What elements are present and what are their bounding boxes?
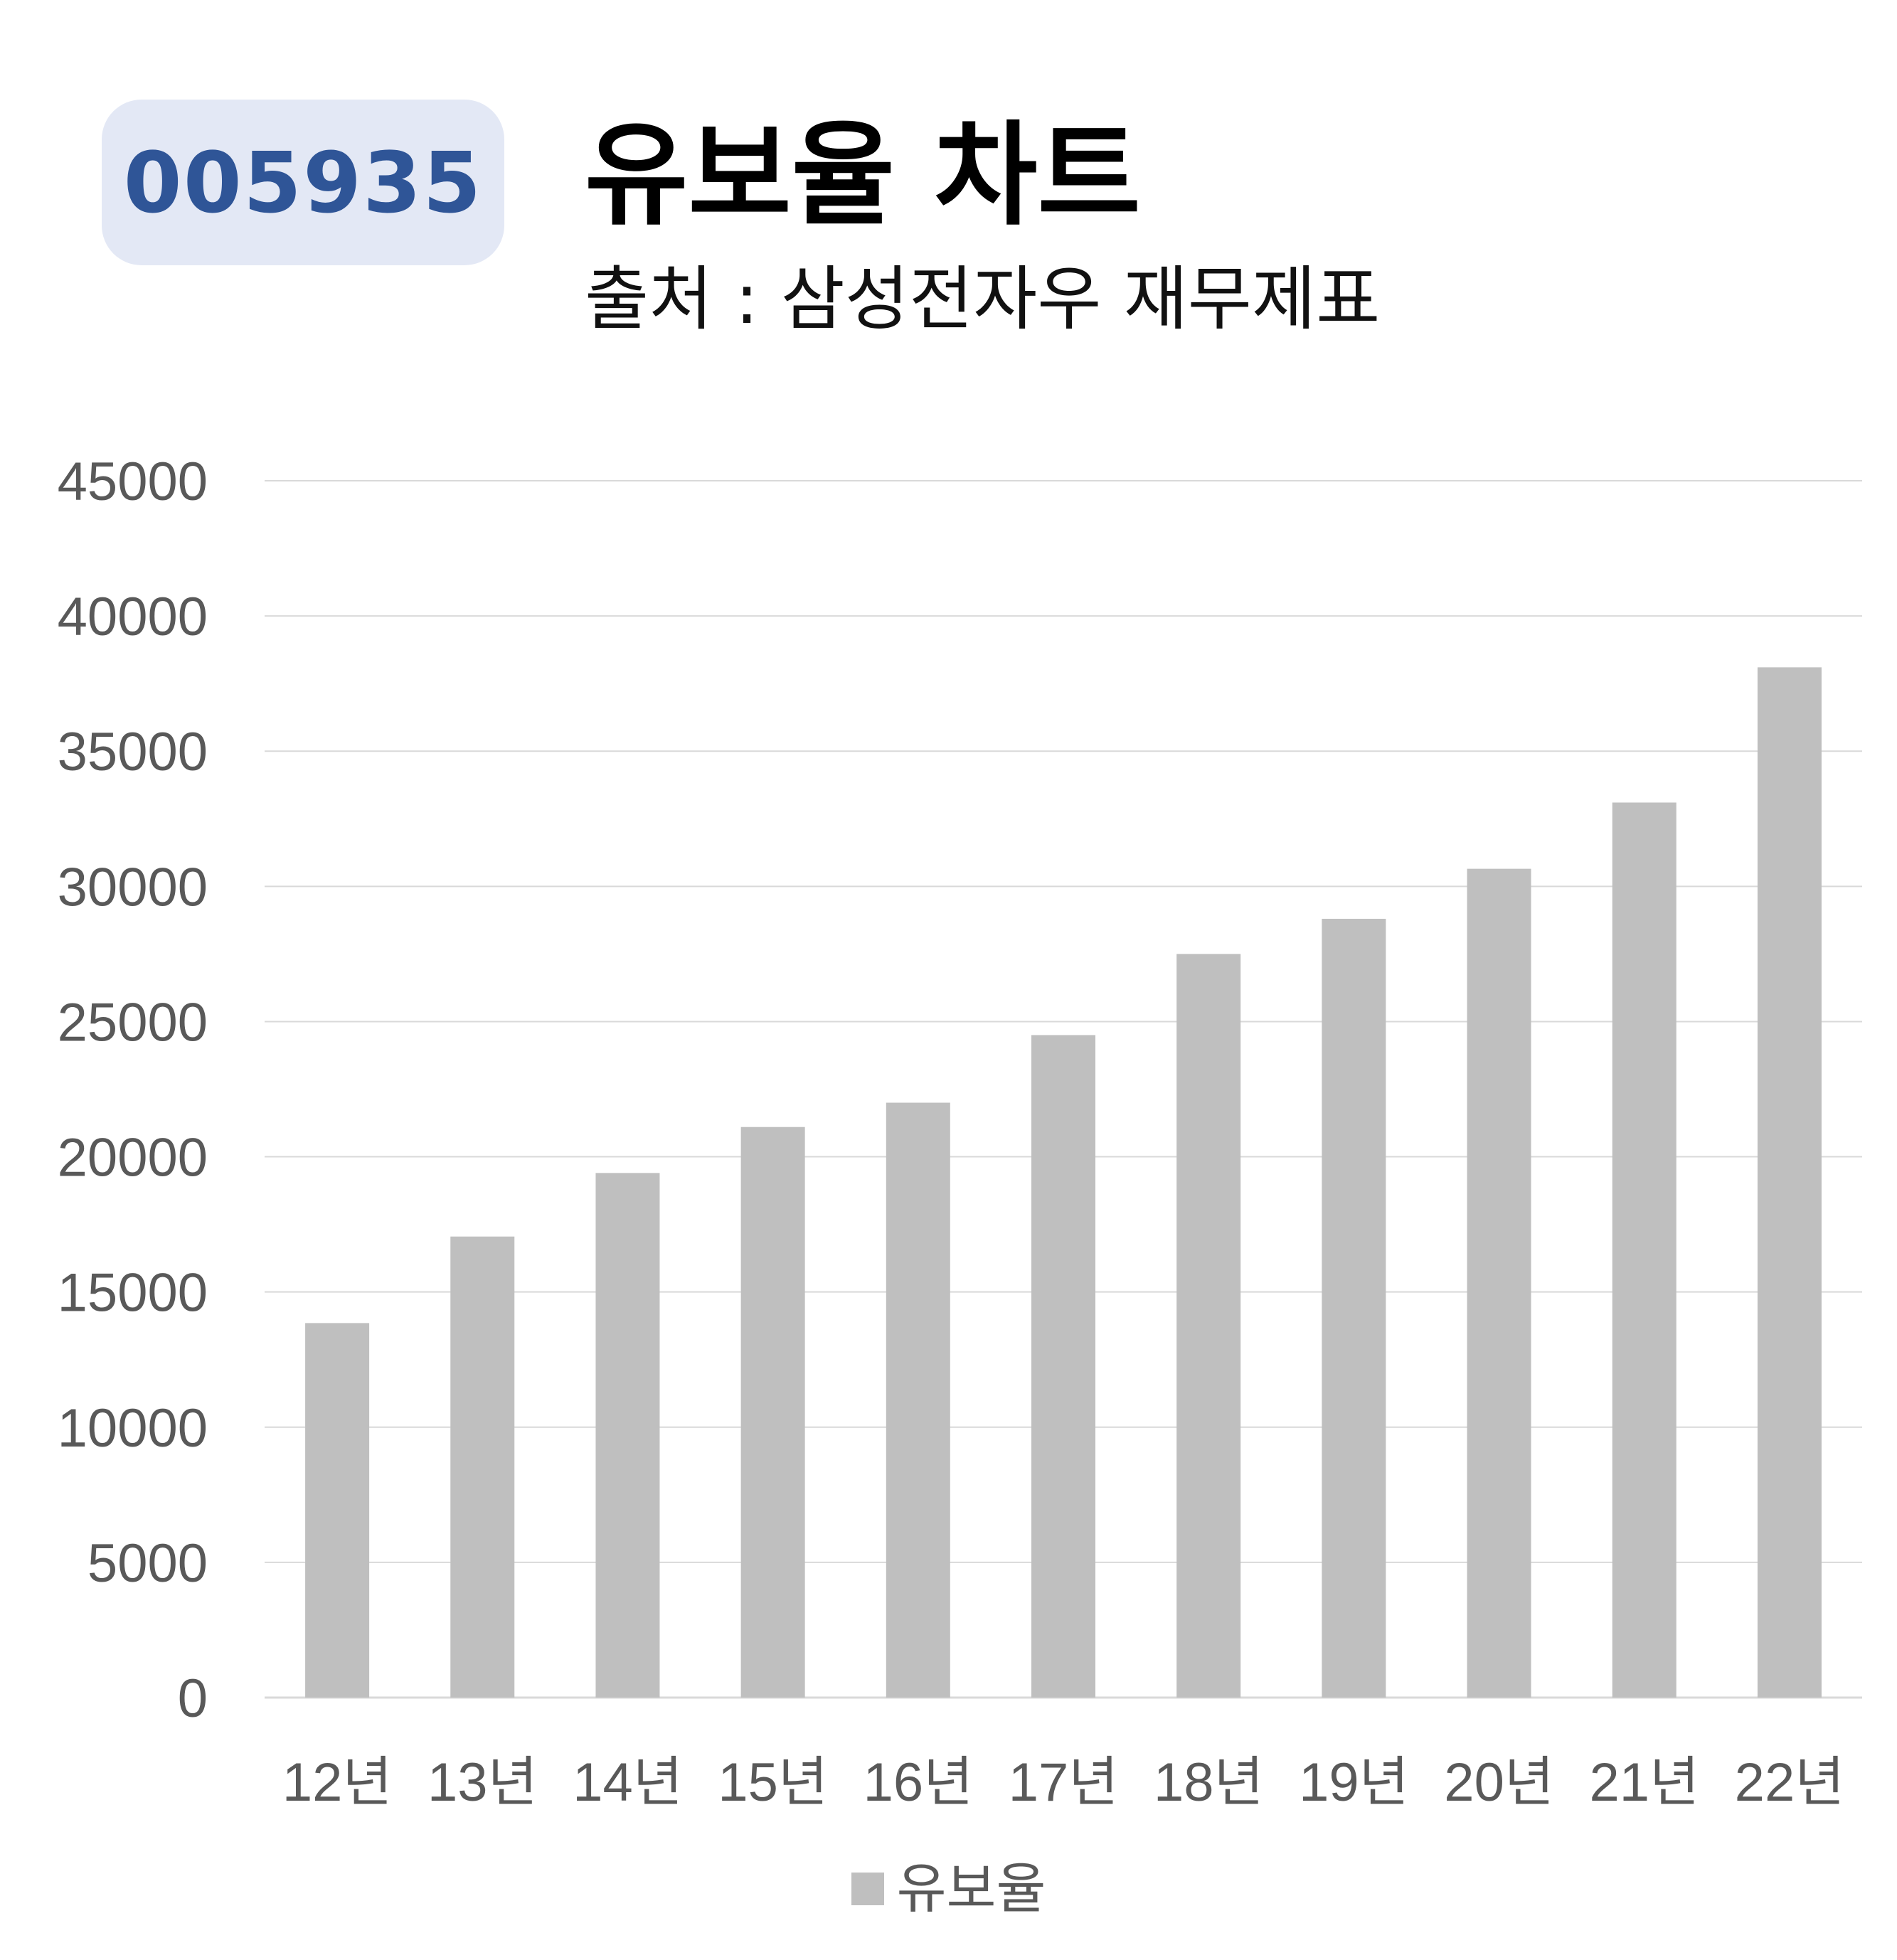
x-tick-label: 21년 [1589, 1752, 1699, 1813]
x-tick-label: 19년 [1299, 1752, 1408, 1813]
y-tick-label: 10000 [58, 1398, 208, 1459]
x-tick-label: 16년 [864, 1752, 973, 1813]
y-tick-label: 20000 [58, 1128, 208, 1188]
x-tick-label: 15년 [718, 1752, 827, 1813]
bar [450, 1236, 515, 1698]
x-tick-label: 13년 [427, 1752, 537, 1813]
bar [1757, 667, 1822, 1698]
y-tick-label: 5000 [87, 1533, 208, 1594]
bar [595, 1173, 660, 1698]
bar [1031, 1035, 1095, 1698]
y-tick-label: 35000 [58, 722, 208, 782]
x-tick-label: 22년 [1735, 1752, 1844, 1813]
x-tick-label: 18년 [1154, 1752, 1263, 1813]
legend-swatch [851, 1873, 884, 1905]
bars [305, 667, 1822, 1698]
x-tick-label: 12년 [282, 1752, 392, 1813]
bar [1176, 954, 1241, 1698]
bar [1322, 918, 1386, 1698]
x-tick-label: 20년 [1444, 1752, 1553, 1813]
y-tick-label: 30000 [58, 857, 208, 917]
legend: 유보율 [0, 1862, 1897, 1916]
y-axis-ticks: 0 5000 10000 15000 20000 25000 30000 35000 40000… [58, 452, 208, 1729]
legend-label: 유보율 [896, 1857, 1046, 1920]
stock-code-badge: 005935 [102, 100, 504, 265]
stock-code: 005935 [123, 133, 483, 232]
bar [1467, 868, 1531, 1698]
bar [1612, 802, 1677, 1698]
bar [886, 1102, 950, 1698]
bar [305, 1323, 370, 1698]
y-tick-label: 40000 [58, 587, 208, 647]
y-tick-label: 15000 [58, 1263, 208, 1323]
y-tick-label: 25000 [58, 992, 208, 1053]
y-tick-label: 0 [178, 1668, 208, 1729]
x-tick-label: 14년 [573, 1752, 682, 1813]
bar [740, 1127, 805, 1698]
x-axis-ticks: 12년 13년 14년 15년 16년 17년 18년 19년 20년 21년 22년 [282, 1752, 1844, 1813]
chart-title: 유보율 차트 [585, 110, 1141, 241]
chart-source: 출처 : 삼성전자우 재무제표 [585, 259, 1381, 340]
x-tick-label: 17년 [1009, 1752, 1118, 1813]
y-tick-label: 45000 [58, 452, 208, 512]
